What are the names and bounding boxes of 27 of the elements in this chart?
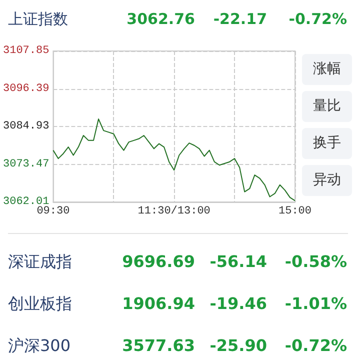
text: -19.46 (210, 294, 267, 313)
chart-title: 上证指数 (8, 10, 68, 29)
text: 1906.94 (122, 294, 195, 313)
y-tick-label: 3096.39 (2, 82, 50, 95)
tab-button: 换手 (302, 128, 352, 159)
text: 沪深300 (8, 336, 71, 354)
text: 创业板指 (8, 294, 72, 315)
x-tick-label: 11:30/13:00 (138, 206, 210, 218)
y-tick-label: 3084.93 (2, 120, 50, 132)
text: 3062.76 (126, 10, 195, 28)
text: -0.72% (288, 10, 347, 28)
tab-button: 量比 (302, 91, 352, 122)
text: -22.17 (213, 10, 267, 28)
text: -0.72% (284, 336, 347, 354)
tab-button: 异动 (302, 165, 352, 196)
x-tick-label: 15:00 (278, 206, 312, 218)
text: -0.58% (284, 252, 347, 271)
tab-button: 涨幅 (302, 54, 352, 85)
text: -56.14 (210, 252, 267, 271)
text: 9696.69 (122, 252, 195, 271)
text: 3577.63 (122, 336, 195, 354)
text: -25.90 (210, 336, 267, 354)
y-tick-label: 3073.47 (2, 158, 50, 170)
y-tick-label: 3107.85 (2, 45, 50, 57)
x-tick-label: 09:30 (36, 206, 70, 218)
text: -1.01% (284, 294, 347, 313)
text: 深证成指 (8, 252, 72, 273)
